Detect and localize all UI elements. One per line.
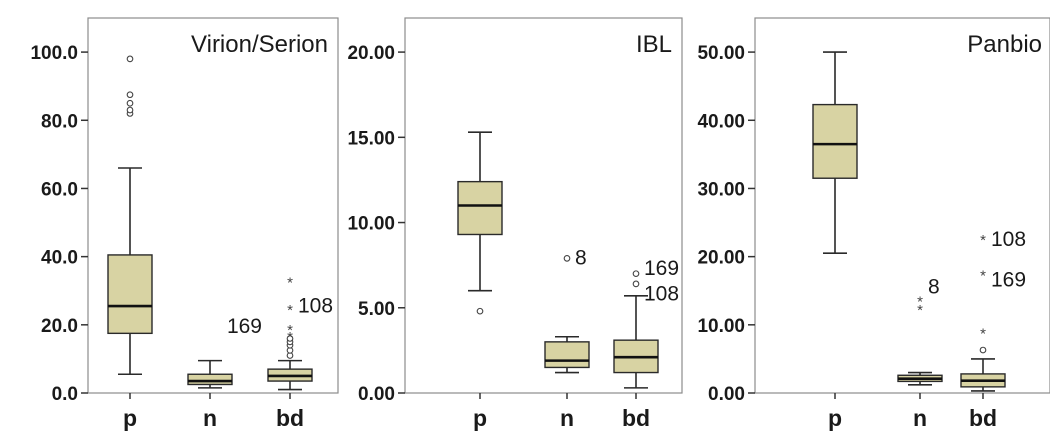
iqr-box [187,373,233,386]
extreme-point: * [917,294,923,311]
outlier-point [979,346,987,354]
extreme-point: * [287,322,293,339]
plot-frame [87,17,339,394]
extreme-point: * [287,275,293,292]
panel-title: IBL [636,31,672,58]
outlier-id-label: 8 [928,275,940,298]
panel-virion-serion: 0.0 20.0 40.0 60.0 80.0 100.0 Virion/Serion p n b… [30,17,339,431]
y-tick-label: 80.0 [41,111,78,132]
y-tick-label: 0.0 [52,384,78,405]
y-tick-label: 20.0 [41,316,78,337]
extreme-point: * [917,302,923,319]
outlier-id-label: 169 [227,315,262,338]
iqr-box [544,341,590,369]
y-tick-label: 20.00 [697,248,745,269]
panel-title: Virion/Serion [191,31,328,58]
y-tick-label: 40.00 [697,111,745,132]
outlier-id-label: 108 [644,282,679,305]
iqr-box [107,254,153,335]
x-category-label: bd [276,405,304,431]
outlier-id-label: 8 [575,247,587,270]
outlier-point [126,55,134,63]
y-tick-label: 20.00 [347,43,395,64]
outlier-point [632,280,640,288]
outlier-id-label: 169 [644,257,679,280]
outlier-point [476,307,484,315]
outlier-point [563,254,571,262]
outlier-point [632,270,640,278]
y-tick-label: 5.00 [358,299,395,320]
x-category-label: p [828,405,842,431]
plot-frame [404,17,683,394]
extreme-point: * [980,232,986,249]
extreme-point: * [980,326,986,343]
extreme-point: * [287,302,293,319]
outlier-point [126,99,134,107]
y-tick-label: 60.0 [41,179,78,200]
outlier-id-label: 108 [298,294,333,317]
y-tick-label: 100.0 [30,43,78,64]
y-tick-label: 15.00 [347,128,395,149]
outlier-point [126,91,134,99]
x-category-label: n [560,405,574,431]
outlier-id-label: 108 [991,228,1026,251]
y-tick-label: 50.00 [697,43,745,64]
x-category-label: p [473,405,487,431]
x-category-label: n [913,405,927,431]
y-tick-label: 10.00 [697,316,745,337]
extreme-point: * [287,329,293,346]
iqr-box [457,180,503,236]
x-category-label: bd [622,405,650,431]
extreme-point: * [980,268,986,285]
x-category-label: n [203,405,217,431]
y-tick-label: 30.00 [697,179,745,200]
y-tick-label: 0.00 [358,384,395,405]
outlier-id-label: 169 [991,268,1026,291]
plot-frame [754,17,1050,394]
y-tick-label: 10.00 [347,214,395,235]
outlier-point [286,335,294,342]
iqr-box [812,103,858,179]
x-category-label: bd [969,405,997,431]
x-category-label: p [123,405,137,431]
y-tick-label: 0.00 [708,384,745,405]
y-tick-label: 40.0 [41,248,78,269]
outlier-point [126,106,134,114]
panel-title: Panbio [967,31,1042,58]
